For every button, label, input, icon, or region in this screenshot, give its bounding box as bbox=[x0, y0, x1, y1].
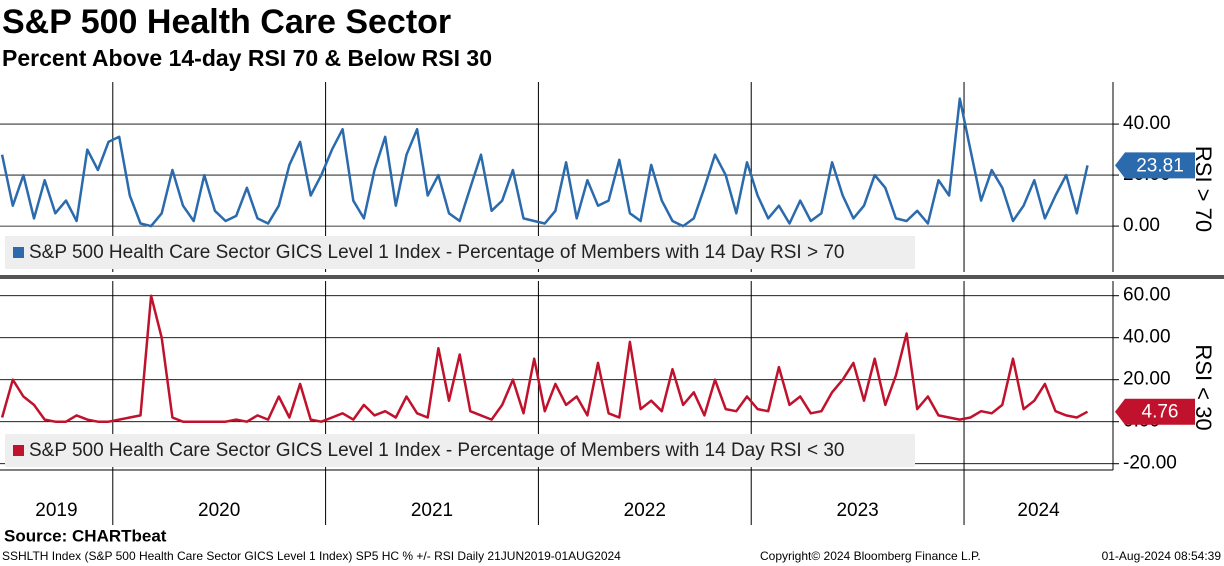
legend-label: S&P 500 Health Care Sector GICS Level 1 … bbox=[29, 440, 844, 461]
panel-separator bbox=[0, 275, 1224, 279]
chart-subtitle: Percent Above 14-day RSI 70 & Below RSI … bbox=[2, 45, 492, 71]
x-tick-label: 2021 bbox=[411, 500, 453, 521]
series-line bbox=[0, 294, 1089, 423]
legend-swatch bbox=[13, 445, 24, 456]
legend-box bbox=[5, 434, 915, 467]
x-tick-label: 2024 bbox=[1017, 500, 1060, 521]
value-tag bbox=[1115, 152, 1195, 179]
value-tag-label: 4.76 bbox=[1142, 402, 1179, 423]
footer-left: SSHLTH Index (S&P 500 Health Care Sector… bbox=[2, 549, 621, 563]
y-axis-title: RSI > 70 bbox=[1191, 146, 1216, 232]
y-tick-label: -20.00 bbox=[1123, 453, 1177, 474]
y-axis-title: RSI < 30 bbox=[1191, 344, 1216, 430]
x-tick-label: 2020 bbox=[198, 500, 240, 521]
source: Source: CHARTbeat bbox=[4, 526, 167, 545]
legend-box bbox=[5, 236, 915, 269]
legend-swatch bbox=[13, 247, 24, 258]
footer-copyright: Copyright© 2024 Bloomberg Finance L.P. bbox=[760, 549, 981, 563]
footer-timestamp: 01-Aug-2024 08:54:39 bbox=[1102, 549, 1222, 563]
value-tag-label: 23.81 bbox=[1136, 155, 1184, 176]
x-tick-label: 2019 bbox=[35, 500, 77, 521]
y-tick-label: 40.00 bbox=[1123, 113, 1171, 134]
chart-title: S&P 500 Health Care Sector bbox=[2, 3, 451, 41]
x-tick-label: 2023 bbox=[836, 500, 878, 521]
y-tick-label: 20.00 bbox=[1123, 369, 1171, 390]
y-tick-label: 60.00 bbox=[1123, 285, 1171, 306]
y-tick-label: 40.00 bbox=[1123, 327, 1171, 348]
series-line bbox=[0, 97, 1089, 228]
y-tick-label: 0.00 bbox=[1123, 215, 1160, 236]
legend-label: S&P 500 Health Care Sector GICS Level 1 … bbox=[29, 242, 844, 263]
x-tick-label: 2022 bbox=[624, 500, 666, 521]
value-tag bbox=[1115, 398, 1195, 425]
